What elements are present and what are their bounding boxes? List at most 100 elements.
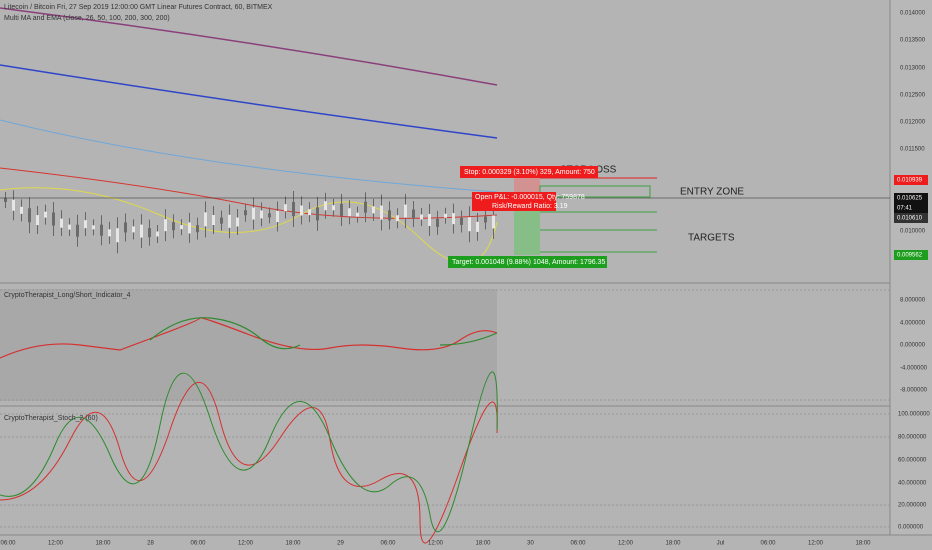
targets-text: TARGETS — [688, 233, 735, 244]
candle-body — [156, 231, 159, 237]
indicator-tick-label: -8.000000 — [900, 388, 928, 394]
time-tick-label: 06:00 — [0, 541, 16, 547]
time-tick-label: 30 — [527, 541, 534, 547]
time-tick-label: 06:00 — [190, 541, 206, 547]
candle-body — [84, 220, 87, 229]
price-tag — [894, 175, 928, 185]
stop-box — [460, 166, 598, 178]
pane-title: CryptoTherapist_Long/Short_Indicator_4 — [4, 292, 131, 299]
time-tick-label: Jul — [717, 541, 725, 547]
candle-body — [172, 222, 175, 231]
candle-body — [372, 206, 375, 214]
candle-body — [364, 201, 367, 213]
time-tick-label: 06:00 — [380, 541, 396, 547]
pl-box — [472, 192, 556, 211]
indicator-tick-label: 8.000000 — [900, 298, 926, 304]
candle-body — [228, 214, 231, 228]
price-tick-label: 0.013500 — [900, 38, 926, 44]
candle-body — [124, 222, 127, 233]
candle-body — [236, 217, 239, 227]
indicator-line — [149, 317, 301, 350]
time-tick-label: 12:00 — [428, 541, 444, 547]
indicator-tick-label: -4.000000 — [900, 366, 928, 372]
stoch-tick-label: 40.000000 — [898, 481, 927, 487]
candle-body — [76, 224, 79, 237]
candles — [4, 190, 495, 254]
candle-body — [204, 212, 207, 227]
ma-line — [0, 64, 498, 139]
candle-body — [436, 218, 439, 227]
candle-body — [12, 199, 15, 211]
candle-body — [324, 201, 327, 211]
candle-body — [332, 205, 335, 211]
time-tick-label: 06:00 — [570, 541, 586, 547]
price-tag-label: 0.010939 — [897, 178, 923, 184]
time-tick-label: 12:00 — [618, 541, 634, 547]
time-tick-label: 18:00 — [285, 541, 301, 547]
candle-body — [44, 211, 47, 218]
candle-body — [452, 213, 455, 225]
time-tick-label: 29 — [337, 541, 344, 547]
candle-body — [388, 210, 391, 221]
price-tag — [894, 193, 928, 203]
pl-label: Open P&L: -0.000015, Qty: 759878 — [475, 194, 585, 201]
stoch-tick-label: 20.000000 — [898, 503, 927, 509]
indicator-line — [439, 332, 498, 346]
entry-zone-text: ENTRY ZONE — [680, 187, 744, 198]
candle-body — [148, 228, 151, 238]
candle-body — [460, 217, 463, 225]
candle-body — [468, 217, 471, 232]
candle-body — [188, 222, 191, 234]
time-tick-label: 18:00 — [665, 541, 681, 547]
target-label: Target: 0.001048 (9.88%) 1048, Amount: 1… — [452, 259, 605, 266]
ma-line — [0, 119, 498, 193]
stoch-tick-label: 60.000000 — [898, 458, 927, 464]
price-tag — [894, 250, 928, 260]
candle-body — [412, 209, 415, 219]
candle-body — [300, 205, 303, 216]
chart-title: Litecoin / Bitcoin Fri, 27 Sep 2019 12:0… — [4, 4, 273, 11]
candle-body — [244, 210, 247, 216]
target-box — [448, 256, 607, 268]
stoch-tick-label: 0.000000 — [898, 525, 924, 531]
ma-line — [0, 167, 498, 219]
candle-body — [108, 229, 111, 237]
price-tag-label: 07:41 — [897, 206, 913, 212]
candle-body — [444, 213, 447, 218]
candle-body — [356, 212, 359, 217]
candle-body — [116, 228, 119, 243]
candle-body — [284, 204, 287, 212]
candle-body — [4, 198, 7, 202]
candle-body — [276, 210, 279, 222]
entry-box — [539, 185, 651, 198]
target-lines — [540, 211, 657, 253]
time-tick-label: 12:00 — [48, 541, 64, 547]
candle-body — [268, 213, 271, 218]
price-tick-label: 0.010000 — [900, 229, 926, 235]
price-tag — [894, 203, 928, 213]
candle-body — [348, 208, 351, 217]
candle-body — [260, 210, 263, 219]
candle-body — [140, 224, 143, 238]
price-tag-label: 0.010625 — [897, 196, 923, 202]
guides — [0, 289, 890, 528]
candle-body — [380, 205, 383, 220]
candle-body — [292, 202, 295, 217]
candle-body — [20, 206, 23, 214]
indicator-tick-label: 0.000000 — [900, 343, 926, 349]
candle-body — [212, 215, 215, 226]
candle-body — [428, 213, 431, 226]
candle-body — [420, 214, 423, 220]
time-tick-label: 06:00 — [760, 541, 776, 547]
candle-body — [60, 218, 63, 228]
price-axis-bg — [890, 0, 932, 535]
price-tick-label: 0.013000 — [900, 66, 926, 72]
indicator-title: Multi MA and EMA (close, 26, 50, 100, 20… — [4, 15, 170, 22]
pane-title: CryptoTherapist_Stoch_2 (60) — [4, 415, 98, 422]
price-tick-label: 0.014000 — [900, 11, 926, 17]
candle-body — [220, 217, 223, 224]
candle-body — [28, 208, 31, 223]
rr-label: Risk/Reward Ratio: 3.19 — [492, 203, 568, 210]
